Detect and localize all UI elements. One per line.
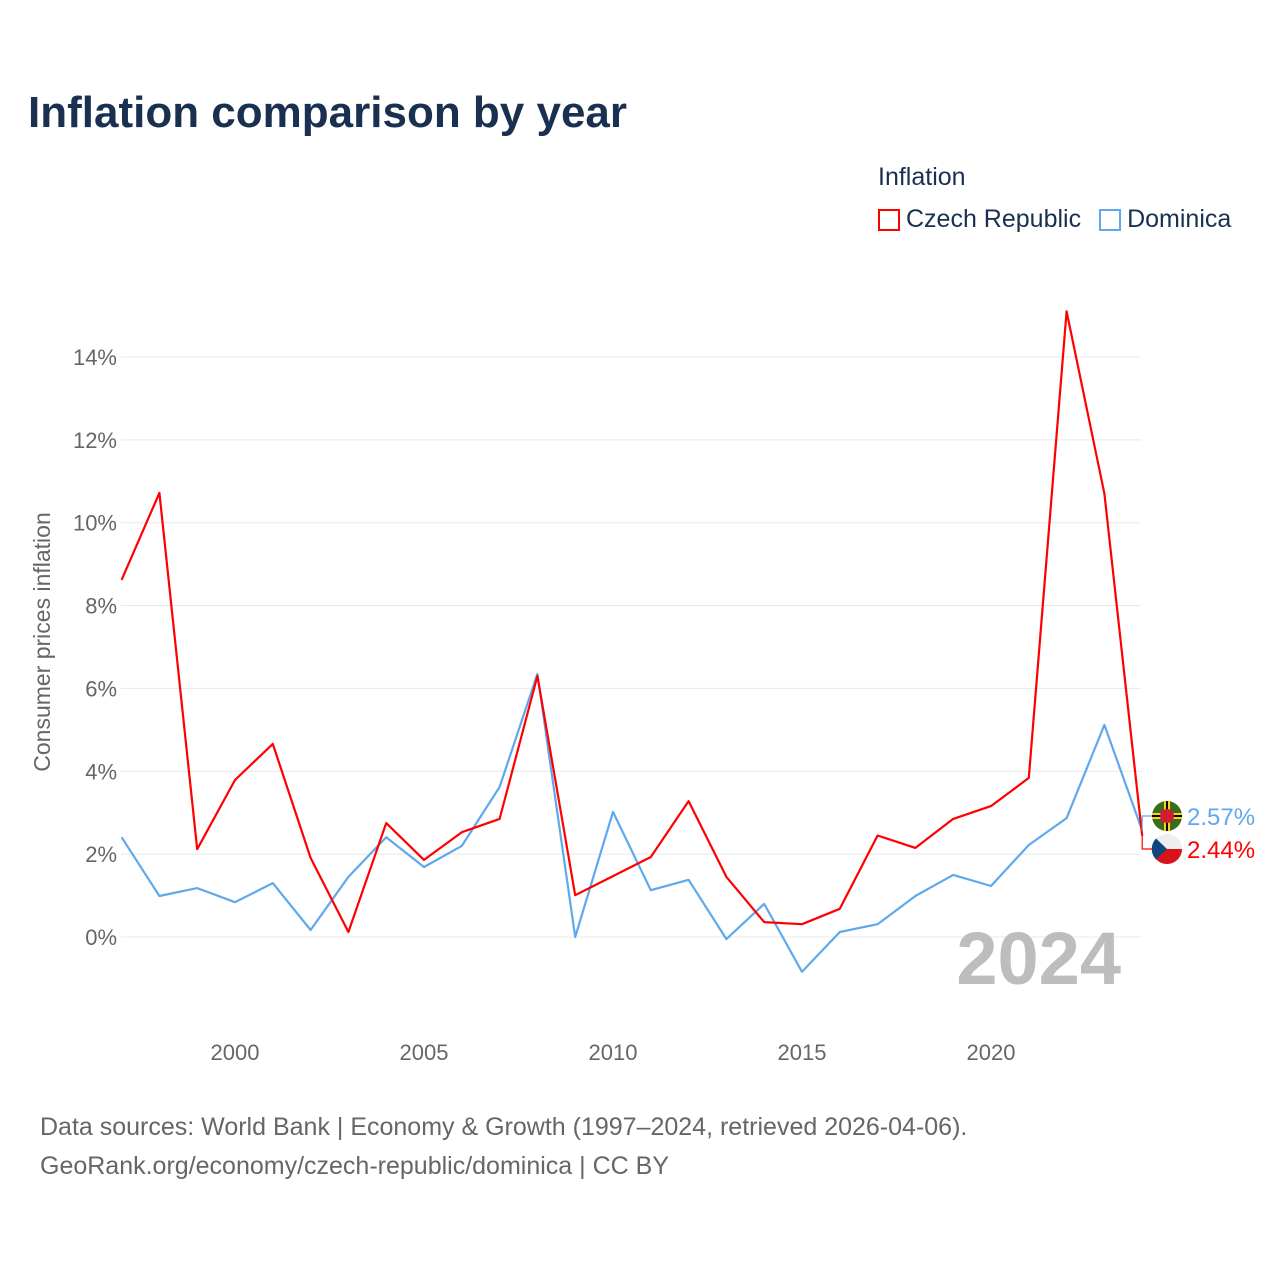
source-line-2[interactable]: GeoRank.org/economy/czech-republic/domin… — [40, 1152, 669, 1180]
chart-title: Inflation comparison by year — [28, 88, 628, 137]
y-tick-label: 0% — [85, 925, 117, 950]
y-tick-label: 8% — [85, 594, 117, 619]
legend: Czech Republic Dominica — [878, 205, 1231, 234]
y-tick-label: 6% — [85, 676, 117, 701]
x-tick-label: 2000 — [211, 1040, 260, 1065]
end-value-label: 2.44% — [1187, 837, 1255, 864]
x-tick-label: 2010 — [589, 1040, 638, 1065]
legend-label: Czech Republic — [906, 205, 1082, 233]
y-tick-label: 10% — [73, 511, 117, 536]
dominica-flag-icon — [1152, 801, 1182, 831]
series-line-dominica — [120, 672, 1144, 973]
x-tick-label: 2015 — [778, 1040, 827, 1065]
source-line-1: Data sources: World Bank | Economy & Gro… — [40, 1113, 968, 1141]
x-tick-label: 2020 — [967, 1040, 1016, 1065]
legend-swatch-dominica — [1099, 208, 1122, 231]
czech-flag-icon — [1151, 834, 1182, 864]
flag-blue — [1151, 838, 1167, 860]
y-axis-label: Consumer prices inflation — [29, 512, 55, 772]
y-tick-label: 4% — [85, 759, 117, 784]
flag-disc — [1160, 809, 1174, 823]
year-watermark: 2024 — [956, 917, 1121, 1000]
y-tick-label: 12% — [73, 428, 117, 453]
end-label-connector — [1141, 815, 1152, 831]
y-tick-label: 14% — [73, 345, 117, 370]
series-line-czech-republic — [120, 310, 1144, 934]
x-tick-label: 2005 — [400, 1040, 449, 1065]
legend-item-dominica[interactable]: Dominica — [1099, 205, 1231, 234]
end-label-connector — [1141, 835, 1152, 850]
legend-swatch-czech — [878, 208, 900, 231]
legend-title: Inflation — [878, 163, 966, 191]
source-note: Data sources: World Bank | Economy & Gro… — [40, 1108, 967, 1186]
legend-item-czech-republic[interactable]: Czech Republic — [878, 205, 1081, 234]
end-value-label: 2.57% — [1187, 804, 1255, 831]
legend-label: Dominica — [1127, 205, 1232, 233]
y-tick-label: 2% — [85, 842, 117, 867]
